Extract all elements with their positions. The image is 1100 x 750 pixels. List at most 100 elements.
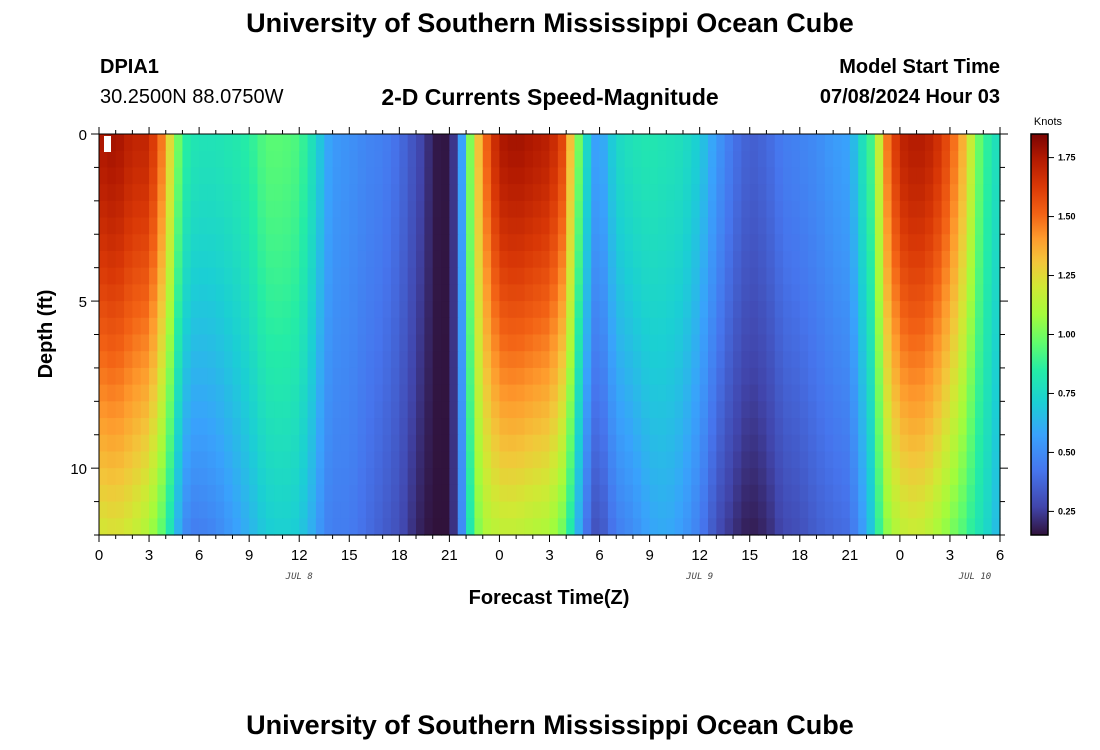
heatmap-cell [232, 418, 241, 435]
heatmap-cell [908, 318, 917, 335]
heatmap-cell [616, 451, 625, 468]
heatmap-cell [466, 485, 475, 502]
heatmap-cell [508, 268, 517, 285]
heatmap-cell [374, 201, 383, 218]
heatmap-cell [416, 418, 425, 435]
heatmap-cell [908, 401, 917, 418]
heatmap-cell [975, 502, 984, 519]
heatmap-cell [391, 502, 400, 519]
heatmap-cell [358, 502, 367, 519]
heatmap-cell [149, 134, 158, 151]
heatmap-cell [174, 468, 183, 485]
heatmap-cell [925, 151, 934, 168]
heatmap-cell [524, 351, 533, 368]
heatmap-cell [408, 151, 417, 168]
heatmap-cell [349, 218, 358, 235]
heatmap-cell [700, 401, 709, 418]
heatmap-cell [950, 451, 959, 468]
heatmap-cell [733, 234, 742, 251]
heatmap-cell [266, 401, 275, 418]
heatmap-cell [374, 335, 383, 352]
heatmap-cell [199, 184, 208, 201]
heatmap-cell [416, 167, 425, 184]
heatmap-cell [841, 335, 850, 352]
heatmap-cell [466, 301, 475, 318]
heatmap-cell [291, 268, 300, 285]
heatmap-cell [558, 167, 567, 184]
heatmap-cell [107, 435, 116, 452]
heatmap-cell [867, 418, 876, 435]
heatmap-cell [683, 218, 692, 235]
heatmap-cell [266, 468, 275, 485]
heatmap-cell [516, 451, 525, 468]
heatmap-cell [449, 284, 458, 301]
heatmap-cell [766, 335, 775, 352]
heatmap-cell [182, 184, 191, 201]
heatmap-cell [791, 234, 800, 251]
heatmap-cell [975, 218, 984, 235]
heatmap-cell [283, 435, 292, 452]
heatmap-cell [383, 284, 392, 301]
heatmap-cell [716, 385, 725, 402]
heatmap-cell [249, 201, 258, 218]
heatmap-cell [741, 201, 750, 218]
heatmap-cell [166, 201, 175, 218]
heatmap-cell [182, 401, 191, 418]
heatmap-cell [825, 468, 834, 485]
heatmap-cell [791, 385, 800, 402]
heatmap-cell [591, 468, 600, 485]
heatmap-cell [750, 351, 759, 368]
heatmap-cell [733, 401, 742, 418]
x-tick-label: 6 [996, 547, 1004, 564]
heatmap-cell [408, 351, 417, 368]
heatmap-cell [675, 468, 684, 485]
heatmap-cell [833, 318, 842, 335]
heatmap-cell [683, 184, 692, 201]
heatmap-cell [224, 418, 233, 435]
heatmap-cell [975, 518, 984, 535]
heatmap-cell [499, 385, 508, 402]
heatmap-cell [917, 368, 926, 385]
heatmap-cell [157, 151, 166, 168]
heatmap-cell [174, 385, 183, 402]
heatmap-cell [800, 201, 809, 218]
heatmap-cell [700, 468, 709, 485]
heatmap-cell [541, 401, 550, 418]
heatmap-cell [616, 502, 625, 519]
heatmap-cell [249, 218, 258, 235]
heatmap-cell [166, 251, 175, 268]
heatmap-cell [408, 401, 417, 418]
heatmap-cell [433, 251, 442, 268]
heatmap-cell [708, 502, 717, 519]
heatmap-cell [433, 318, 442, 335]
heatmap-cell [533, 401, 542, 418]
heatmap-cell [424, 251, 433, 268]
heatmap-cell [232, 184, 241, 201]
heatmap-cell [833, 201, 842, 218]
heatmap-cell [566, 184, 575, 201]
heatmap-cell [666, 451, 675, 468]
heatmap-cell [816, 151, 825, 168]
heatmap-cell [625, 318, 634, 335]
heatmap-cell [958, 451, 967, 468]
heatmap-cell [324, 218, 333, 235]
heatmap-cell [366, 401, 375, 418]
heatmap-cell [783, 284, 792, 301]
heatmap-cell [700, 418, 709, 435]
heatmap-cell [149, 167, 158, 184]
heatmap-cell [600, 234, 609, 251]
heatmap-cell [550, 268, 559, 285]
heatmap-cell [858, 351, 867, 368]
heatmap-cell [725, 251, 734, 268]
heatmap-cell [608, 468, 617, 485]
heatmap-cell [299, 451, 308, 468]
heatmap-cell [458, 335, 467, 352]
heatmap-cell [850, 234, 859, 251]
heatmap-cell [775, 518, 784, 535]
heatmap-cell [216, 418, 225, 435]
heatmap-cell [850, 351, 859, 368]
heatmap-cell [124, 251, 133, 268]
heatmap-cell [875, 351, 884, 368]
heatmap-cell [867, 502, 876, 519]
heatmap-cell [616, 134, 625, 151]
